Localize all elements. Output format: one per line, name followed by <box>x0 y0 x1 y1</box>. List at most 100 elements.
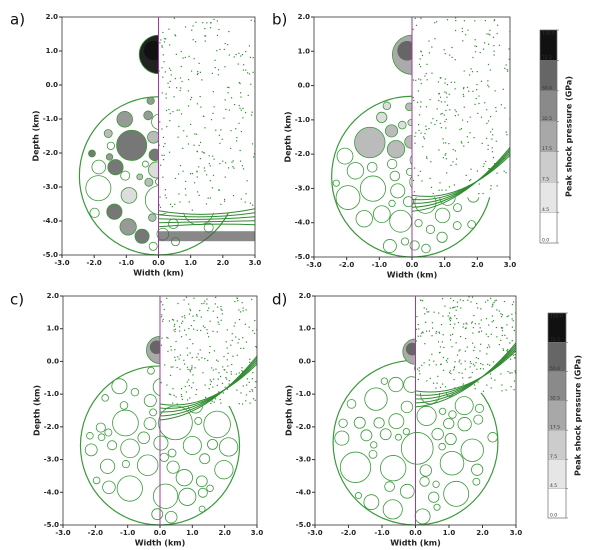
ejecta-speck <box>459 359 461 361</box>
ejecta-speck <box>418 63 421 65</box>
ejecta-speck <box>174 203 176 205</box>
boulder <box>148 213 157 222</box>
ejecta-speck <box>199 71 202 73</box>
ejecta-speck <box>503 300 506 303</box>
boulder <box>339 451 372 483</box>
ejecta-speck <box>162 304 164 306</box>
ejecta-speck <box>508 48 510 50</box>
boulder <box>473 414 484 425</box>
ejecta-speck <box>245 400 247 402</box>
ejecta-speck <box>461 142 463 144</box>
ejecta-speck <box>455 19 457 22</box>
ejecta-speck <box>412 179 415 182</box>
boulder <box>384 481 395 492</box>
boulder <box>116 129 148 161</box>
boulder <box>421 243 431 254</box>
ejecta-speck <box>238 318 241 321</box>
ejecta-speck <box>472 56 474 59</box>
ejecta-speck <box>482 192 484 195</box>
x-tick-label: -2.0 <box>88 529 103 537</box>
boulder <box>149 408 157 417</box>
ejecta-speck <box>249 402 251 404</box>
ejecta-speck <box>418 129 420 132</box>
ejecta-speck <box>479 368 482 370</box>
colorbar-tick-label: 7.5 <box>542 177 549 183</box>
boulder <box>389 209 413 233</box>
ejecta-speck <box>477 307 479 309</box>
ejecta-speck <box>163 61 165 63</box>
boulder <box>380 377 389 385</box>
ejecta-speck <box>428 364 430 366</box>
ejecta-speck <box>437 81 440 83</box>
y-axis-label: Depth (km) <box>285 385 294 436</box>
ejecta-speck <box>451 346 453 348</box>
ejecta-speck <box>452 299 455 302</box>
ejecta-speck <box>468 90 470 92</box>
ejecta-speck <box>206 332 209 334</box>
boulder <box>175 469 193 487</box>
ejecta-speck <box>221 309 223 311</box>
ejecta-speck <box>490 188 492 190</box>
ejecta-speck <box>453 369 455 371</box>
ejecta-speck <box>214 67 216 69</box>
ejecta-speck <box>255 346 257 348</box>
ejecta-speck <box>418 328 420 330</box>
boulder <box>130 387 140 397</box>
ejecta-speck <box>449 316 451 318</box>
ejecta-speck <box>222 392 224 394</box>
boulder <box>428 491 440 503</box>
x-axis-label: Width (km) <box>135 539 186 548</box>
ejecta-speck <box>224 162 227 164</box>
ejecta-speck <box>191 387 193 389</box>
ejecta-speck <box>192 382 194 384</box>
boulder <box>448 410 457 419</box>
ejecta-speck <box>192 25 194 27</box>
ejecta-speck <box>440 127 443 129</box>
ejecta-speck <box>491 147 493 149</box>
colorbar-tick-label: 4.5 <box>542 207 549 213</box>
ejecta-speck <box>426 157 428 159</box>
ejecta-speck <box>225 376 227 379</box>
ejecta-speck <box>197 353 199 355</box>
ejecta-speck <box>210 380 212 383</box>
ejecta-speck <box>227 365 229 367</box>
ejecta-speck <box>429 377 431 380</box>
ejecta-speck <box>445 153 447 155</box>
ejecta-speck <box>479 350 481 352</box>
ejecta-speck <box>205 35 207 37</box>
colorbar-tick-label: 0.0 <box>550 513 557 519</box>
ejecta-speck <box>454 59 456 61</box>
ejecta-speck <box>477 112 479 114</box>
ejecta-speck <box>501 390 503 392</box>
ejecta-speck <box>236 140 238 142</box>
ejecta-speck <box>488 344 490 346</box>
boulder <box>105 153 114 161</box>
ejecta-speck <box>490 377 492 379</box>
ejecta-speck <box>193 297 195 299</box>
boulder <box>432 480 440 488</box>
ejecta-speck <box>488 364 491 366</box>
ejecta-speck <box>177 302 179 305</box>
ejecta-speck <box>245 69 247 71</box>
ejecta-speck <box>182 147 184 149</box>
boulder <box>467 220 476 229</box>
ejecta-speck <box>470 301 472 303</box>
ejecta-speck <box>173 329 175 331</box>
ejecta-speck <box>417 174 419 177</box>
ejecta-speck <box>187 90 190 92</box>
ejecta-speck <box>495 140 497 142</box>
ejecta-speck <box>248 45 250 47</box>
ejecta-speck <box>220 203 222 205</box>
ejecta-speck <box>179 330 181 332</box>
ejecta-speck <box>242 371 244 373</box>
ejecta-speck <box>454 81 456 83</box>
ejecta-speck <box>431 46 433 48</box>
ejecta-speck <box>244 111 247 114</box>
ejecta-speck <box>464 327 467 330</box>
ejecta-speck <box>215 359 218 361</box>
boulder <box>198 505 206 513</box>
ejecta-speck <box>245 341 247 343</box>
ejecta-speck <box>486 33 488 35</box>
boulder <box>89 207 100 218</box>
y-tick-label: -2.0 <box>295 150 310 158</box>
